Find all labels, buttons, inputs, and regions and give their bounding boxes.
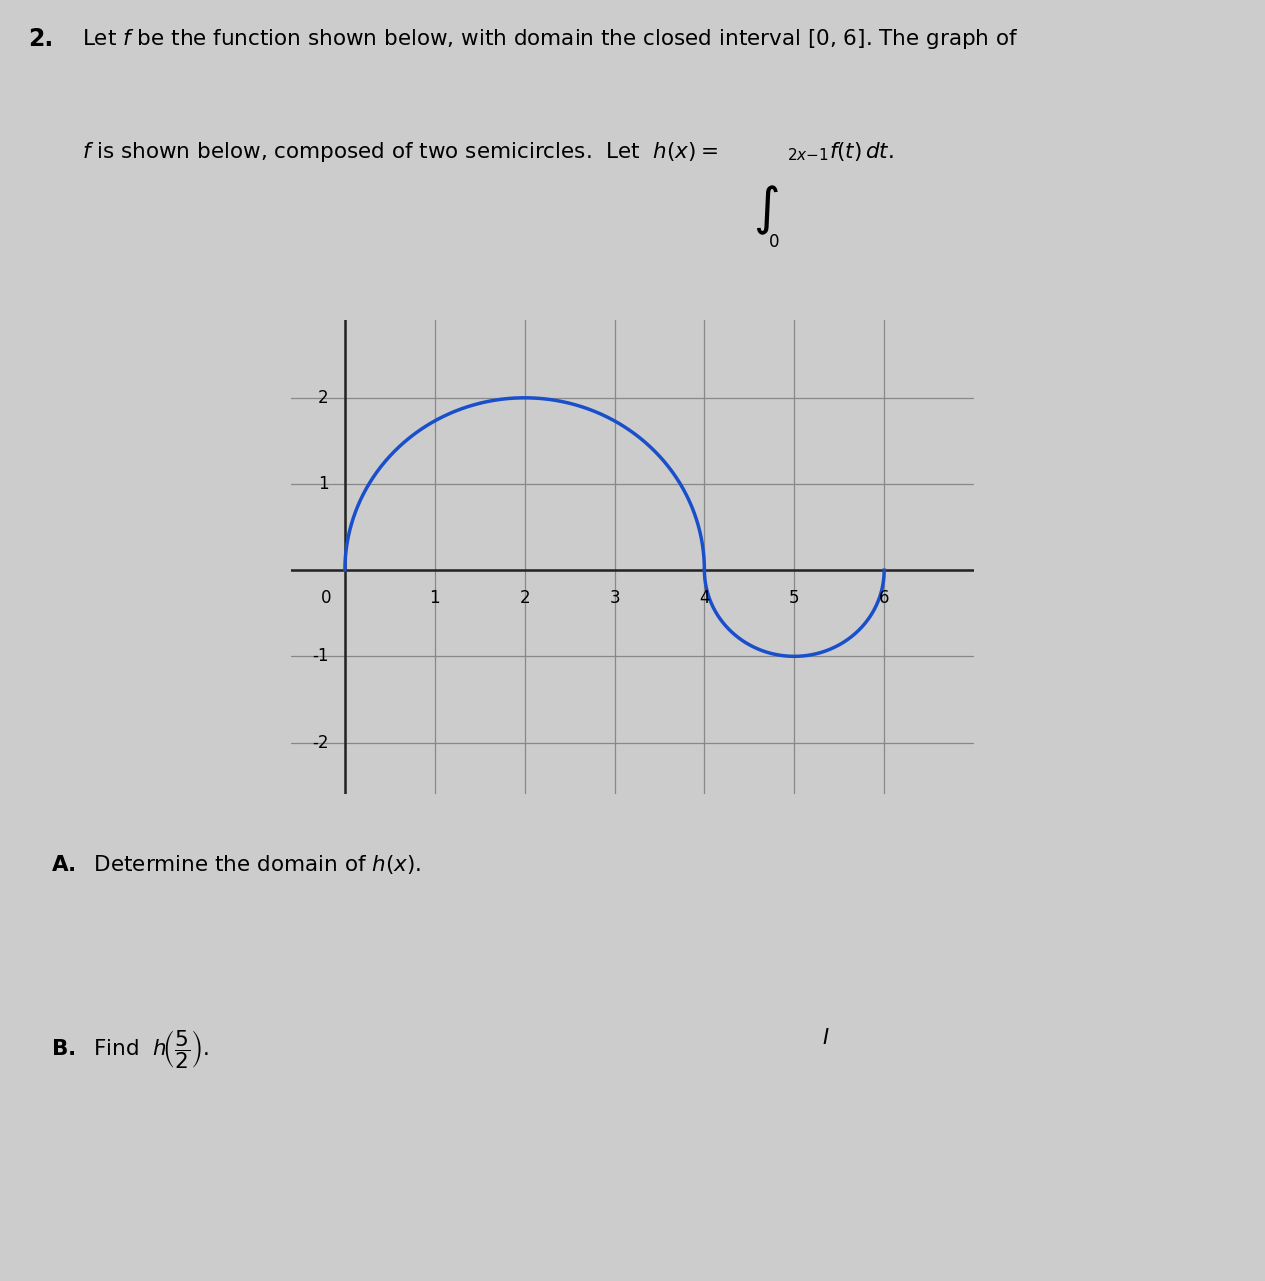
Text: 2: 2 — [318, 389, 329, 407]
Text: 1: 1 — [318, 475, 329, 493]
Text: $0$: $0$ — [768, 233, 779, 251]
Text: $\mathbf{A.}$  Determine the domain of $h(x)$.: $\mathbf{A.}$ Determine the domain of $h… — [51, 853, 421, 876]
Text: 5: 5 — [789, 589, 799, 607]
Text: -1: -1 — [312, 647, 329, 665]
Text: 0: 0 — [321, 589, 331, 607]
Text: 4: 4 — [700, 589, 710, 607]
Text: 2.: 2. — [28, 27, 53, 51]
Text: $2x{-}1$: $2x{-}1$ — [787, 146, 829, 163]
Text: $f$ is shown below, composed of two semicircles.  Let  $h(x) = $: $f$ is shown below, composed of two semi… — [82, 140, 719, 164]
Text: 1: 1 — [429, 589, 440, 607]
Text: $\int$: $\int$ — [753, 183, 778, 237]
Text: $f(t)\,dt.$: $f(t)\,dt.$ — [829, 140, 893, 163]
Text: -2: -2 — [312, 734, 329, 752]
Text: 6: 6 — [879, 589, 889, 607]
Text: 3: 3 — [610, 589, 620, 607]
Text: Let $f$ be the function shown below, with domain the closed interval [0, 6]. The: Let $f$ be the function shown below, wit… — [82, 27, 1018, 51]
Text: 2: 2 — [520, 589, 530, 607]
Text: $\mathbf{B.}$  Find  $h\!\left(\dfrac{5}{2}\right)$.: $\mathbf{B.}$ Find $h\!\left(\dfrac{5}{2… — [51, 1027, 209, 1071]
Text: $I$: $I$ — [822, 1027, 830, 1048]
